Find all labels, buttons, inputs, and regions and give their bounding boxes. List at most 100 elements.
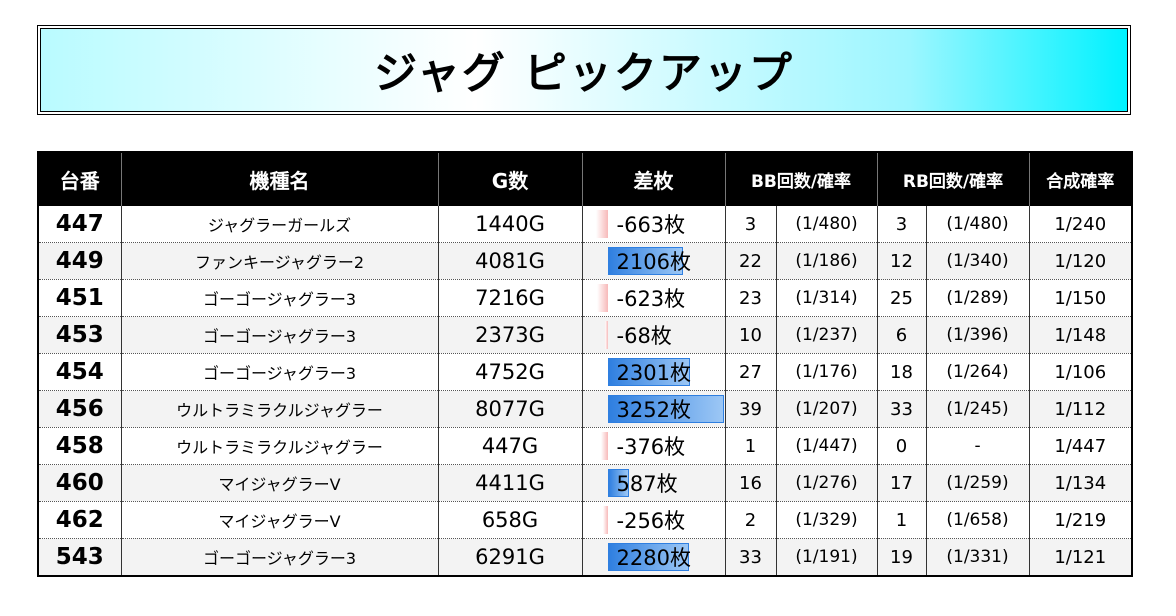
- table-row[interactable]: 454 ゴーゴージャグラー3 4752G 2301枚 27 (1/176) 18 (1/264…: [38, 353, 1133, 391]
- diff-cell: 3252枚: [582, 390, 726, 428]
- diff-value: 3252枚: [616, 398, 691, 422]
- rb-count-cell: 33: [877, 390, 927, 428]
- diff-bar-negative: [602, 506, 608, 534]
- header-rb[interactable]: RB回数/確率: [877, 152, 1030, 206]
- table-row[interactable]: 449 ファンキージャグラー2 4081G 2106枚 22 (1/186) 12 (1/34…: [38, 242, 1133, 280]
- diff-bar-negative: [600, 432, 608, 460]
- combined-rate-cell: 1/106: [1029, 353, 1133, 391]
- bb-rate-cell: (1/237): [776, 316, 878, 354]
- diff-bar-negative: [595, 210, 608, 238]
- title-banner: ジャグ ピックアップ: [37, 25, 1131, 115]
- diff-cell: -68枚: [582, 316, 726, 354]
- games-cell: 8077G: [438, 390, 583, 428]
- machine-no-cell: 447: [38, 206, 122, 243]
- machine-no-cell: 458: [38, 427, 122, 465]
- model-cell: ファンキージャグラー2: [121, 242, 439, 280]
- model-cell: ウルトラミラクルジャグラー: [121, 390, 439, 428]
- header-diff[interactable]: 差枚: [582, 152, 726, 206]
- page-title: ジャグ ピックアップ: [374, 49, 794, 99]
- games-cell: 4081G: [438, 242, 583, 280]
- games-cell: 4752G: [438, 353, 583, 391]
- bb-rate-cell: (1/276): [776, 464, 878, 502]
- bb-rate-cell: (1/329): [776, 501, 878, 539]
- bb-count-cell: 3: [725, 206, 777, 243]
- machine-no-cell: 462: [38, 501, 122, 539]
- rb-rate-cell: (1/264): [926, 353, 1030, 391]
- rb-rate-cell: (1/259): [926, 464, 1030, 502]
- diff-value: 2280枚: [616, 546, 691, 570]
- rb-count-cell: 1: [877, 501, 927, 539]
- bb-rate-cell: (1/191): [776, 538, 878, 577]
- diff-value: -623枚: [616, 287, 686, 311]
- diff-value: -663枚: [616, 213, 686, 237]
- games-cell: 1440G: [438, 206, 583, 243]
- table-row[interactable]: 453 ゴーゴージャグラー3 2373G -68枚 10 (1/237) 6 (1/396) 1…: [38, 316, 1133, 354]
- table-row[interactable]: 460 マイジャグラーV 4411G 587枚 16 (1/276) 17 (1/259) 1/…: [38, 464, 1133, 502]
- table-row[interactable]: 458 ウルトラミラクルジャグラー 447G -376枚 1 (1/447) 0-1/447: [38, 427, 1133, 465]
- model-cell: ウルトラミラクルジャグラー: [121, 427, 439, 465]
- header-model[interactable]: 機種名: [121, 152, 439, 206]
- diff-cell: -623枚: [582, 279, 726, 317]
- diff-bar-positive: [607, 469, 629, 497]
- diff-cell: 2280枚: [582, 538, 726, 577]
- diff-cell: 2301枚: [582, 353, 726, 391]
- bb-count-cell: 2: [725, 501, 777, 539]
- games-cell: 6291G: [438, 538, 583, 577]
- model-cell: ゴーゴージャグラー3: [121, 353, 439, 391]
- machine-no-cell: 460: [38, 464, 122, 502]
- diff-bar-positive: [607, 358, 690, 386]
- rb-rate-cell: (1/658): [926, 501, 1030, 539]
- rb-rate-cell: (1/289): [926, 279, 1030, 317]
- diff-cell: -256枚: [582, 501, 726, 539]
- bb-count-cell: 23: [725, 279, 777, 317]
- rb-count-cell: 12: [877, 242, 927, 280]
- machine-no-cell: 453: [38, 316, 122, 354]
- bb-rate-cell: (1/176): [776, 353, 878, 391]
- model-cell: ジャグラーガールズ: [121, 206, 439, 243]
- table-row[interactable]: 462 マイジャグラーV 658G -256枚 2 (1/329) 1 (1/658) 1/21…: [38, 501, 1133, 539]
- diff-cell: 2106枚: [582, 242, 726, 280]
- bb-rate-cell: (1/480): [776, 206, 878, 243]
- rb-count-cell: 17: [877, 464, 927, 502]
- rb-rate-cell: (1/480): [926, 206, 1030, 243]
- games-cell: 4411G: [438, 464, 583, 502]
- header-bb[interactable]: BB回数/確率: [725, 152, 878, 206]
- table-row[interactable]: 543 ゴーゴージャグラー3 6291G 2280枚 33 (1/191) 19 (1/331…: [38, 538, 1133, 577]
- bb-count-cell: 16: [725, 464, 777, 502]
- combined-rate-cell: 1/121: [1029, 538, 1133, 577]
- header-machine-no[interactable]: 台番: [38, 152, 122, 206]
- diff-bar-positive: [607, 395, 724, 423]
- diff-value: -376枚: [616, 435, 686, 459]
- machine-no-cell: 454: [38, 353, 122, 391]
- games-cell: 447G: [438, 427, 583, 465]
- diff-bar-positive: [607, 543, 689, 571]
- machine-no-cell: 449: [38, 242, 122, 280]
- combined-rate-cell: 1/112: [1029, 390, 1133, 428]
- combined-rate-cell: 1/148: [1029, 316, 1133, 354]
- bb-rate-cell: (1/314): [776, 279, 878, 317]
- diff-value: 2106枚: [616, 250, 691, 274]
- header-combined[interactable]: 合成確率: [1029, 152, 1133, 206]
- diff-bar-negative: [604, 321, 608, 349]
- bb-count-cell: 1: [725, 427, 777, 465]
- bb-rate-cell: (1/186): [776, 242, 878, 280]
- bb-count-cell: 39: [725, 390, 777, 428]
- diff-bar-positive: [607, 247, 683, 275]
- model-cell: ゴーゴージャグラー3: [121, 538, 439, 577]
- games-cell: 7216G: [438, 279, 583, 317]
- combined-rate-cell: 1/134: [1029, 464, 1133, 502]
- rb-rate-cell: (1/396): [926, 316, 1030, 354]
- title-banner-inner: ジャグ ピックアップ: [40, 28, 1128, 112]
- table-row[interactable]: 451 ゴーゴージャグラー3 7216G -623枚 23 (1/314) 25 (1/289…: [38, 279, 1133, 317]
- combined-rate-cell: 1/240: [1029, 206, 1133, 243]
- header-games[interactable]: G数: [438, 152, 583, 206]
- diff-bar-negative: [596, 284, 608, 312]
- table-row[interactable]: 456 ウルトラミラクルジャグラー 8077G 3252枚 39 (1/207) 33 (1/…: [38, 390, 1133, 428]
- model-cell: マイジャグラーV: [121, 464, 439, 502]
- table-row[interactable]: 447 ジャグラーガールズ 1440G -663枚 3 (1/480) 3 (1/480) 1/…: [38, 206, 1133, 243]
- rb-count-cell: 6: [877, 316, 927, 354]
- table-body: 447 ジャグラーガールズ 1440G -663枚 3 (1/480) 3 (1/480) 1/…: [38, 206, 1133, 577]
- diff-value: 2301枚: [616, 361, 691, 385]
- diff-cell: 587枚: [582, 464, 726, 502]
- bb-count-cell: 10: [725, 316, 777, 354]
